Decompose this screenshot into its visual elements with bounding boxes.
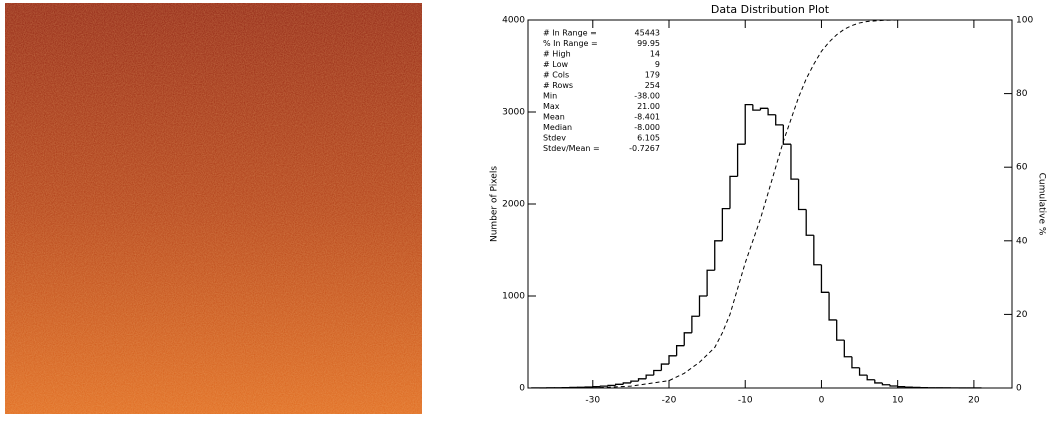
histogram-step xyxy=(760,108,768,110)
histogram-step xyxy=(600,386,608,387)
histogram-step xyxy=(837,320,845,340)
stat-label: % In Range = xyxy=(543,39,598,48)
plot-panel: Data Distribution Plot Number of Pixels … xyxy=(490,3,1047,406)
histogram-step xyxy=(654,371,662,376)
stat-value: 9 xyxy=(655,60,660,69)
histogram-step xyxy=(867,375,875,380)
histogram-step xyxy=(707,270,715,296)
stat-label: Mean xyxy=(543,113,565,122)
histogram-step xyxy=(608,385,616,386)
image-panel xyxy=(5,3,422,414)
stat-value: 6.105 xyxy=(637,134,660,143)
histogram-step xyxy=(829,292,837,320)
histogram-step xyxy=(882,383,890,385)
x-tick-label: -30 xyxy=(585,396,600,406)
x-tick-label: -10 xyxy=(738,396,753,406)
stat-value: 45443 xyxy=(635,29,660,38)
stat-label: Max xyxy=(543,102,560,111)
histogram-step xyxy=(692,316,700,333)
stat-label: Median xyxy=(543,123,572,132)
y2-tick-label: 40 xyxy=(1016,236,1028,246)
stat-value: -8.000 xyxy=(634,123,660,132)
stat-label: Stdev/Mean = xyxy=(543,144,600,153)
histogram-step xyxy=(814,235,822,264)
x-tick-label: 10 xyxy=(892,396,904,406)
stat-value: 21.00 xyxy=(637,102,660,111)
histogram-step xyxy=(852,357,860,368)
stat-value: -0.7267 xyxy=(629,144,660,153)
y-tick-label: 1000 xyxy=(502,292,525,302)
histogram-step xyxy=(806,210,814,236)
histogram-step xyxy=(799,179,807,209)
y-tick-label: 4000 xyxy=(502,16,525,26)
x-tick-label: 0 xyxy=(819,396,825,406)
y-tick-label: 0 xyxy=(519,384,525,394)
y2-tick-label: 100 xyxy=(1016,16,1033,26)
stat-label: # Cols xyxy=(543,71,569,80)
histogram-step xyxy=(677,346,685,356)
histogram-step xyxy=(646,375,654,379)
histogram-step xyxy=(898,386,906,387)
y2-tick-label: 20 xyxy=(1016,310,1028,320)
stat-label: # Low xyxy=(543,60,568,69)
histogram-step xyxy=(821,265,829,293)
stat-value: 99.95 xyxy=(637,39,660,48)
histogram-step xyxy=(745,105,753,145)
histogram-step xyxy=(738,144,746,176)
histogram-step xyxy=(722,209,730,241)
y2-tick-label: 80 xyxy=(1016,89,1028,99)
chart-title: Data Distribution Plot xyxy=(711,3,830,16)
histogram-step xyxy=(699,296,707,316)
stat-label: Stdev xyxy=(543,134,566,143)
y-axis-label: Number of Pixels xyxy=(490,166,500,242)
histogram-step xyxy=(753,105,761,111)
stat-label: # High xyxy=(543,50,571,59)
y2-tick-label: 60 xyxy=(1016,163,1028,173)
histogram-step xyxy=(639,379,647,381)
stat-value: -8.401 xyxy=(634,113,660,122)
y2-axis-label: Cumulative % xyxy=(1037,173,1047,236)
y-tick-label: 2000 xyxy=(502,200,525,210)
stat-value: 254 xyxy=(645,81,660,90)
histogram-step xyxy=(844,340,852,357)
histogram-step xyxy=(791,144,799,179)
histogram-step xyxy=(631,381,639,383)
image-noise xyxy=(5,3,422,414)
y2-tick-label: 0 xyxy=(1016,384,1022,394)
histogram-step xyxy=(684,333,692,346)
histogram-step xyxy=(661,364,669,370)
histogram-step xyxy=(768,108,776,114)
histogram-step xyxy=(730,176,738,208)
histogram-step xyxy=(623,383,631,384)
histogram-step xyxy=(890,385,898,386)
stat-value: 14 xyxy=(650,50,660,59)
stat-label: # Rows xyxy=(543,81,573,90)
stat-value: 179 xyxy=(645,71,660,80)
histogram-step xyxy=(616,384,624,385)
stat-label: Min xyxy=(543,92,557,101)
y-tick-label: 3000 xyxy=(502,108,525,118)
plot-frame xyxy=(528,20,1012,388)
stat-label: # In Range = xyxy=(543,29,597,38)
histogram-step xyxy=(715,241,723,270)
histogram-step xyxy=(776,115,784,125)
histogram-step xyxy=(783,125,791,144)
stat-value: -38.00 xyxy=(634,92,660,101)
x-tick-label: -20 xyxy=(662,396,677,406)
histogram-step xyxy=(669,356,677,364)
histogram-step xyxy=(860,368,868,375)
x-tick-label: 20 xyxy=(968,396,980,406)
histogram-step xyxy=(875,380,883,383)
